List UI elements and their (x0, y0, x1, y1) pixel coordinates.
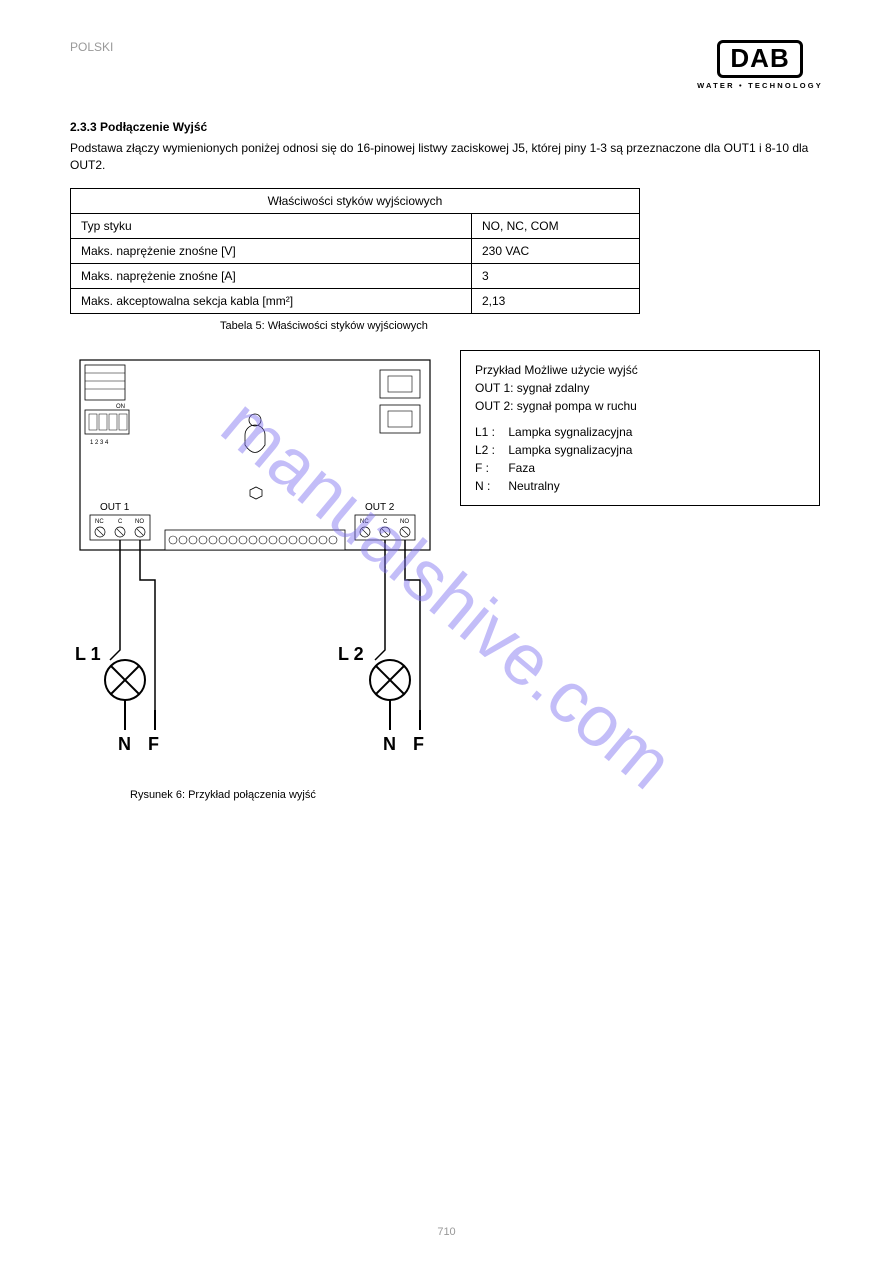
legend-line: OUT 1: sygnał zdalny (475, 379, 805, 397)
diagram-svg: 1 2 3 4 ON OUT 1 NC C NO (70, 350, 440, 780)
legend-row: L1 : Lampka sygnalizacyjna (475, 423, 805, 441)
section-paragraph: Podstawa złączy wymienionych poniżej odn… (70, 140, 823, 174)
table-row: Maks. naprężenie znośne [A] 3 (71, 263, 640, 288)
svg-text:C: C (118, 519, 123, 525)
page-number: 710 (437, 1226, 455, 1238)
svg-text:F: F (413, 734, 424, 754)
legend-line: OUT 2: sygnał pompa w ruchu (475, 397, 805, 415)
svg-text:L 1: L 1 (75, 644, 101, 664)
svg-text:NO: NO (400, 519, 409, 525)
table-row: Typ styku NO, NC, COM (71, 213, 640, 238)
svg-text:ON: ON (116, 404, 125, 410)
table-cell: Maks. naprężenie znośne [V] (71, 238, 472, 263)
table-cell: NO, NC, COM (471, 213, 639, 238)
svg-text:OUT 1: OUT 1 (100, 502, 130, 513)
svg-text:1 2 3 4: 1 2 3 4 (90, 440, 109, 446)
table-cell: Maks. akceptowalna sekcja kabla [mm²] (71, 288, 472, 313)
svg-text:N: N (118, 734, 131, 754)
table-cell: Typ styku (71, 213, 472, 238)
logo-subtitle: WATER • TECHNOLOGY (697, 81, 823, 90)
svg-text:NC: NC (95, 519, 104, 525)
figure-caption: Rysunek 6: Przykład połączenia wyjść (130, 789, 823, 801)
page-header: POLSKI DAB WATER • TECHNOLOGY (70, 40, 823, 90)
brand-logo: DAB WATER • TECHNOLOGY (697, 40, 823, 90)
table-cell: 230 VAC (471, 238, 639, 263)
svg-text:C: C (383, 519, 388, 525)
svg-text:L 2: L 2 (338, 644, 364, 664)
table-header: Właściwości styków wyjściowych (71, 188, 640, 213)
table-row: Maks. naprężenie znośne [V] 230 VAC (71, 238, 640, 263)
legend-row: L2 : Lampka sygnalizacyjna (475, 441, 805, 459)
legend-row: N : Neutralny (475, 477, 805, 495)
svg-text:OUT 2: OUT 2 (365, 502, 395, 513)
table-cell: 3 (471, 263, 639, 288)
table-caption: Tabela 5: Właściwości styków wyjściowych (220, 320, 823, 332)
legend-box: Przykład Możliwe użycie wyjść OUT 1: syg… (460, 350, 820, 506)
wiring-diagram: 1 2 3 4 ON OUT 1 NC C NO (70, 350, 440, 783)
table-cell: 2,13 (471, 288, 639, 313)
output-contacts-table: Właściwości styków wyjściowych Typ styku… (70, 188, 640, 314)
svg-text:NO: NO (135, 519, 144, 525)
svg-text:NC: NC (360, 519, 369, 525)
logo-text: DAB (717, 40, 802, 78)
language-label: POLSKI (70, 40, 113, 54)
svg-text:F: F (148, 734, 159, 754)
table-row: Maks. akceptowalna sekcja kabla [mm²] 2,… (71, 288, 640, 313)
table-cell: Maks. naprężenie znośne [A] (71, 263, 472, 288)
legend-row: F : Faza (475, 459, 805, 477)
legend-title: Przykład Możliwe użycie wyjść (475, 361, 805, 379)
section-heading: 2.3.3 Podłączenie Wyjść (70, 120, 823, 134)
svg-text:N: N (383, 734, 396, 754)
